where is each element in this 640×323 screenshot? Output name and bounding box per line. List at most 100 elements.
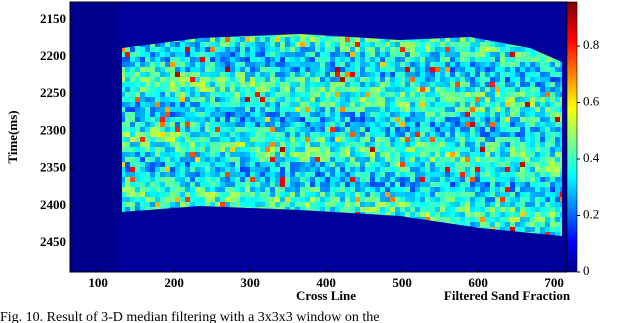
texture-cell [320,167,325,172]
texture-cell [510,182,515,187]
texture-cell [460,82,465,87]
texture-cell [215,162,220,167]
texture-cell [550,152,555,157]
texture-cell [450,187,455,192]
texture-cell [495,57,500,62]
texture-cell [370,97,375,102]
texture-cell [415,57,420,62]
texture-cell [460,37,465,42]
texture-cell [445,192,450,197]
texture-cell [225,87,230,92]
texture-cell [515,197,520,202]
texture-cell [130,182,135,187]
texture-cell [255,152,260,157]
texture-cell [485,197,490,202]
texture-cell [230,152,235,157]
texture-cell [235,52,240,57]
texture-cell [205,72,210,77]
texture-cell [235,157,240,162]
texture-cell [310,57,315,62]
texture-cell [260,112,265,117]
texture-cell [315,197,320,202]
texture-cell [365,97,370,102]
texture-cell [505,197,510,202]
texture-cell [555,122,560,127]
texture-cell [525,82,530,87]
x-tick-label: 300 [240,275,260,290]
texture-cell [445,77,450,82]
texture-cell [290,57,295,62]
texture-cell [365,207,370,212]
texture-cell [445,132,450,137]
texture-cell [325,67,330,72]
texture-cell [500,107,505,112]
texture-cell [325,37,330,42]
texture-cell [550,92,555,97]
texture-cell [440,157,445,162]
texture-cell [400,142,405,147]
texture-cell [175,117,180,122]
texture-cell [260,142,265,147]
texture-cell [125,157,130,162]
texture-cell [235,187,240,192]
texture-cell [265,82,270,87]
texture-cell [380,152,385,157]
texture-cell [395,102,400,107]
texture-cell [215,87,220,92]
texture-cell [140,152,145,157]
texture-cell [175,67,180,72]
texture-cell [320,62,325,67]
texture-cell [170,87,175,92]
texture-cell [205,97,210,102]
texture-cell [130,57,135,62]
texture-cell [555,217,560,222]
texture-cell [485,92,490,97]
texture-cell [545,182,550,187]
colorbar-tick-label: 0 [583,263,590,278]
texture-cell [405,172,410,177]
texture-cell [125,202,130,207]
texture-cell [215,42,220,47]
texture-cell [220,127,225,132]
texture-cell [165,172,170,177]
texture-cell [440,212,445,217]
texture-cell [205,162,210,167]
texture-cell [190,112,195,117]
texture-cell [495,207,500,212]
texture-cell [365,52,370,57]
texture-cell [360,82,365,87]
texture-cell [480,167,485,172]
texture-cell [340,192,345,197]
texture-cell [285,182,290,187]
texture-cell [410,107,415,112]
texture-cell [230,202,235,207]
texture-cell [390,147,395,152]
texture-cell [445,102,450,107]
texture-cell [215,177,220,182]
texture-cell [530,147,535,152]
texture-cell [535,62,540,67]
texture-cell [360,97,365,102]
texture-cell [490,152,495,157]
texture-cell [260,57,265,62]
texture-cell [155,117,160,122]
texture-cell [470,157,475,162]
texture-cell [460,217,465,222]
texture-cell [350,207,355,212]
texture-cell [125,87,130,92]
texture-cell [265,127,270,132]
texture-cell [185,192,190,197]
texture-cell [170,62,175,67]
texture-cell [205,157,210,162]
texture-cell [150,47,155,52]
texture-cell [270,72,275,77]
texture-cell [440,122,445,127]
texture-cell [225,157,230,162]
texture-cell [360,67,365,72]
texture-cell [305,67,310,72]
texture-cell [315,57,320,62]
texture-cell [380,192,385,197]
texture-cell [455,157,460,162]
texture-cell [550,77,555,82]
texture-cell [525,182,530,187]
